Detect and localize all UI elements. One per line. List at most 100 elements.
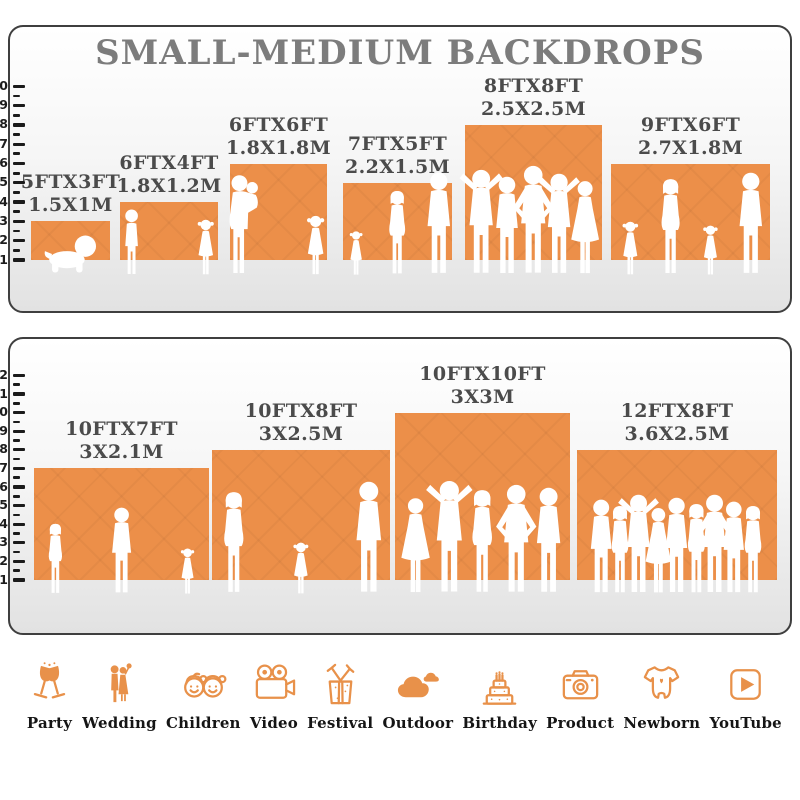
ruler-tick-major xyxy=(13,541,25,545)
ruler-number: 9 xyxy=(0,97,8,113)
size-ft-text: 6FTX6FT xyxy=(228,113,329,136)
backdrop-size-label: 8FTX8FT 2.5X2.5M xyxy=(481,75,586,121)
man-silhouette xyxy=(730,172,772,276)
category-product: Product xyxy=(546,661,614,732)
ruler-number: 9 xyxy=(0,422,8,438)
children-icon xyxy=(180,661,227,708)
size-m-text: 1.5X1M xyxy=(28,194,113,217)
size-m-text: 3X2.5M xyxy=(258,422,344,445)
party-icon xyxy=(26,661,73,708)
crawling-baby-silhouette xyxy=(35,232,106,276)
festival-icon xyxy=(317,661,364,708)
ruler-tick-major xyxy=(13,429,25,433)
category-label: Festival xyxy=(307,714,374,732)
ruler-tick-minor xyxy=(13,191,20,194)
backdrop-size-label: 5FTX3FT 1.5X1M xyxy=(21,171,120,217)
size-ft-text: 5FTX3FT xyxy=(20,171,121,194)
category-youtube: YouTube xyxy=(709,661,782,732)
woman-dress-silhouette xyxy=(564,180,606,276)
birthday-icon xyxy=(476,661,523,708)
size-m-text: 2.7X1.8M xyxy=(637,136,744,159)
ruler-number: 7 xyxy=(0,135,8,151)
ruler-tick-minor xyxy=(13,569,20,573)
man-silhouette xyxy=(527,487,570,595)
category-wedding: Wedding xyxy=(82,661,157,732)
backdrop-size-label: 9FTX6FT 2.7X1.8M xyxy=(638,114,743,160)
category-label: Product xyxy=(546,714,615,732)
ruler-tick-major xyxy=(13,392,25,396)
category-label: Outdoor xyxy=(382,714,454,732)
ruler-number: 6 xyxy=(0,478,8,494)
ruler-tick-minor xyxy=(13,94,20,98)
ruler-tick-minor xyxy=(13,133,20,136)
ruler-tick-major xyxy=(13,239,25,243)
ruler-tick-major xyxy=(13,503,25,508)
man-silhouette xyxy=(346,481,392,595)
size-m-text: 3X3M xyxy=(450,385,515,408)
girl-silhouette xyxy=(618,220,643,276)
category-label: Newborn xyxy=(623,714,701,732)
panel-large: 12345678910111210FTX7FT3X2.1M10FTX8FT3X2… xyxy=(0,337,792,635)
ruler-number: 2 xyxy=(0,232,8,248)
size-m-text: 1.8X1.8M xyxy=(225,136,332,159)
ruler-number: 8 xyxy=(0,441,8,457)
backdrop-size-label: 12FTX8FT 3.6X2.5M xyxy=(621,400,734,446)
ruler-tick-minor xyxy=(13,494,20,498)
category-label: Video xyxy=(249,714,298,732)
boy-silhouette xyxy=(118,208,145,276)
ruler-tick-major xyxy=(13,578,25,582)
ruler-tick-minor xyxy=(13,532,20,535)
ruler-number: 10 xyxy=(0,404,8,420)
outdoor-icon xyxy=(394,661,441,708)
size-ft-text: 10FTX10FT xyxy=(419,362,546,385)
category-outdoor: Outdoor xyxy=(382,661,453,732)
backdrop-rect: 5FTX3FT 1.5X1M xyxy=(21,171,120,260)
category-festival: Festival xyxy=(307,661,373,732)
man-silhouette xyxy=(104,507,139,595)
girl-silhouette xyxy=(289,541,313,595)
category-newborn: Newborn xyxy=(623,661,700,732)
category-children: Children xyxy=(166,661,241,732)
backdrop-size-label: 6FTX4FT 1.8X1.2M xyxy=(116,152,221,198)
size-ft-text: 9FTX6FT xyxy=(640,113,741,136)
girl-silhouette xyxy=(177,547,198,595)
ruler-tick-major xyxy=(13,219,25,224)
ruler-tick-major xyxy=(13,485,25,489)
size-m-text: 1.8X1.2M xyxy=(116,175,222,198)
ruler-number: 3 xyxy=(0,212,8,228)
size-m-text: 3X2.1M xyxy=(79,441,164,464)
ruler-number: 3 xyxy=(0,534,8,550)
ruler-tick-major xyxy=(13,123,25,127)
backdrop-rect: 12FTX8FT 3.6X2.5M xyxy=(577,400,777,580)
backdrop-size-label: 10FTX7FT 3X2.1M xyxy=(65,418,178,464)
ruler-tick-major xyxy=(13,448,25,452)
newborn-icon xyxy=(638,661,685,708)
ruler-tick-minor xyxy=(13,171,20,175)
backdrop-size-label: 7FTX5FT 2.2X1.5M xyxy=(345,133,450,179)
video-icon xyxy=(250,661,297,708)
ruler-number: 4 xyxy=(0,193,8,209)
youtube-icon xyxy=(722,661,769,708)
girl-silhouette xyxy=(699,224,722,276)
size-ft-text: 7FTX5FT xyxy=(347,132,448,155)
size-ft-text: 10FTX7FT xyxy=(65,418,178,441)
backdrop-size-label: 10FTX8FT 3X2.5M xyxy=(245,400,358,446)
ruler-tick-minor xyxy=(13,401,20,405)
ruler-tick-major xyxy=(13,181,25,185)
ruler-number: 10 xyxy=(0,77,8,93)
size-ft-text: 10FTX8FT xyxy=(244,399,358,422)
ruler-number: 1 xyxy=(0,251,8,267)
product-icon xyxy=(557,661,604,708)
size-m-text: 3.6X2.5M xyxy=(624,422,730,445)
ruler-tick-minor xyxy=(13,248,20,252)
ruler-tick-major xyxy=(13,84,25,88)
woman-silhouette xyxy=(735,505,771,595)
girl-silhouette xyxy=(346,230,366,276)
category-birthday: Birthday xyxy=(462,661,537,732)
woman-silhouette xyxy=(380,190,414,276)
ruler-tick-minor xyxy=(13,550,20,554)
woman-holding-baby-silhouette xyxy=(216,174,267,276)
ruler-tick-major xyxy=(13,522,25,526)
ruler-tick-minor xyxy=(13,439,20,442)
